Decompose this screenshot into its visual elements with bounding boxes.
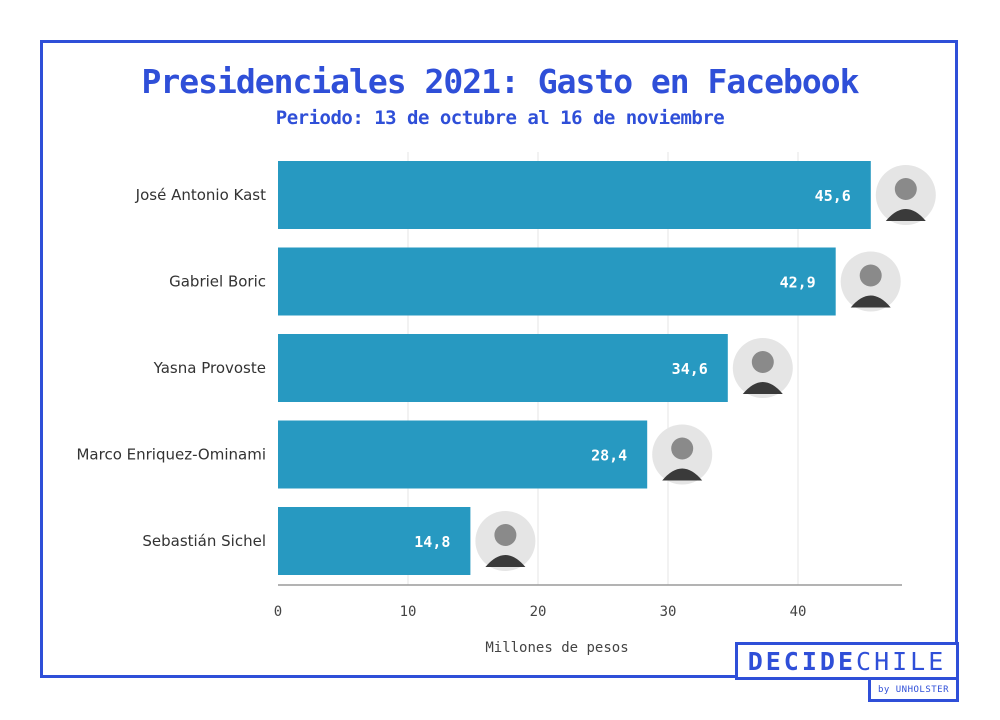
data-label-0: 45,6 — [815, 187, 851, 205]
avatar-head-icon-2 — [751, 351, 774, 373]
data-label-3: 28,4 — [591, 447, 627, 465]
bar-2 — [278, 334, 728, 402]
bar-3 — [278, 420, 648, 489]
x-tick-label-20: 20 — [530, 604, 547, 620]
category-label-0: José Antonio Kast — [135, 186, 266, 204]
x-tick-label-30: 30 — [660, 604, 677, 620]
avatar-shoulders-icon-4 — [485, 555, 526, 567]
category-label-4: Sebastián Sichel — [142, 532, 266, 550]
decidechile-logo: DECIDE CHILE — [735, 642, 959, 680]
avatar-shoulders-icon-3 — [662, 468, 703, 481]
x-tick-label-0: 0 — [274, 604, 282, 620]
x-tick-label-10: 10 — [400, 604, 417, 620]
chart-frame — [40, 40, 958, 678]
avatar-head-icon-1 — [859, 264, 882, 287]
chart-title: Presidenciales 2021: Gasto en Facebook — [141, 62, 860, 101]
bar-4 — [278, 507, 471, 575]
category-label-3: Marco Enriquez-Ominami — [76, 446, 266, 464]
chart-subtitle: Periodo: 13 de octubre al 16 de noviembr… — [275, 107, 725, 129]
category-label-1: Gabriel Boric — [169, 273, 266, 291]
bar-0 — [278, 161, 871, 229]
avatar-head-icon-4 — [494, 524, 517, 546]
avatar-shoulders-icon-1 — [850, 295, 891, 308]
x-tick-label-40: 40 — [790, 604, 807, 620]
avatar-shoulders-icon-0 — [885, 209, 926, 221]
data-label-4: 14,8 — [414, 533, 450, 551]
category-label-2: Yasna Provoste — [153, 359, 266, 377]
data-label-1: 42,9 — [780, 274, 816, 292]
avatar-shoulders-icon-2 — [742, 382, 783, 394]
data-label-2: 34,6 — [672, 360, 708, 378]
bar-1 — [278, 247, 836, 316]
x-axis-title: Millones de pesos — [485, 640, 628, 656]
unholster-byline: by UNHOLSTER — [868, 680, 959, 702]
avatar-head-icon-3 — [671, 437, 694, 460]
avatar-head-icon-0 — [894, 178, 917, 200]
